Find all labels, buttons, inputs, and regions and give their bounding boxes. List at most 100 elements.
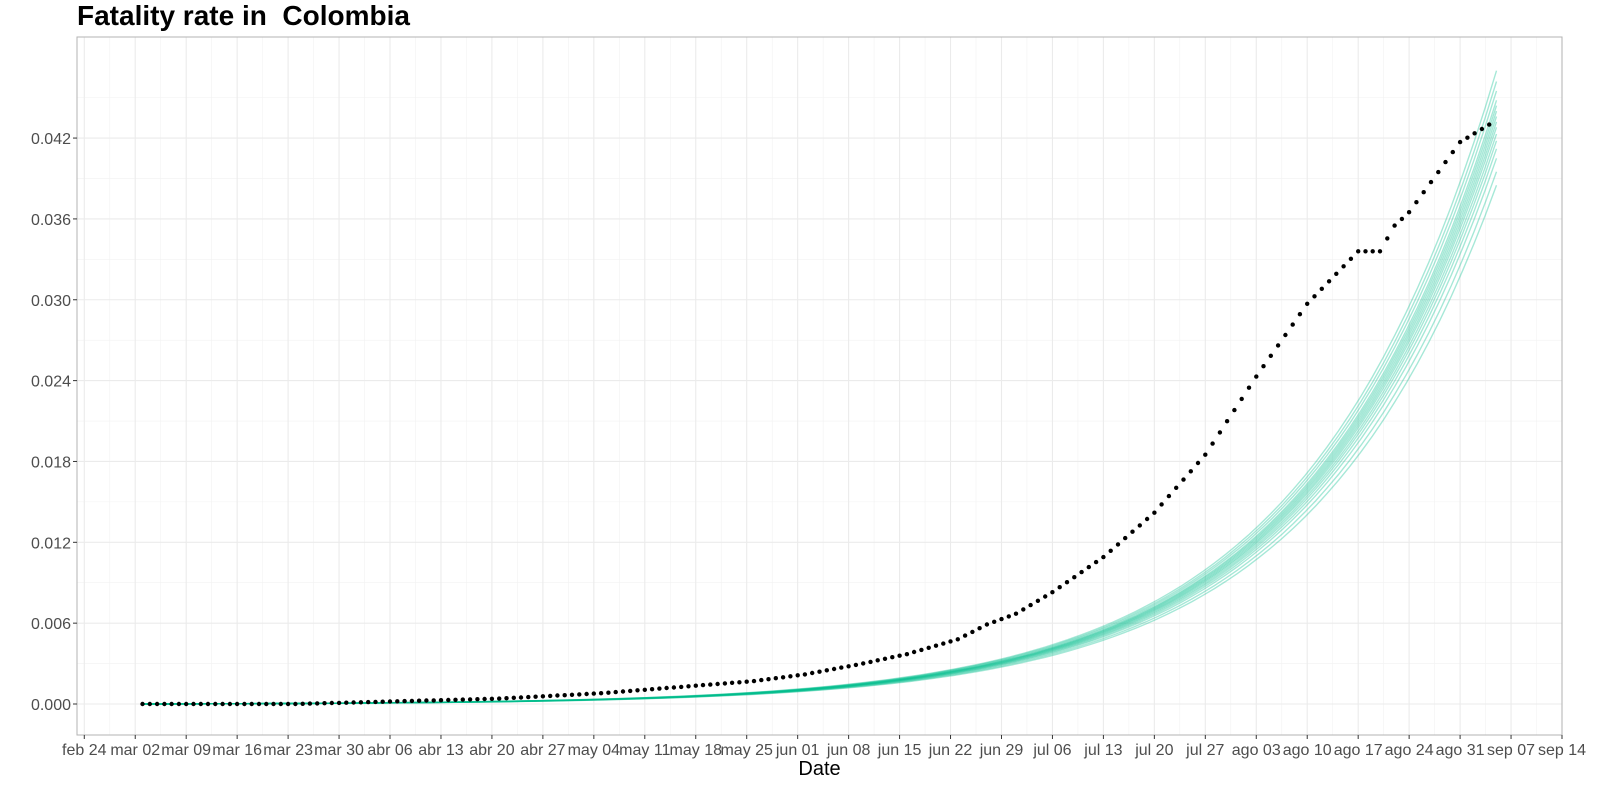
simulation-line	[142, 121, 1498, 705]
data-point	[424, 698, 429, 703]
data-point	[984, 622, 990, 627]
simulation-line	[142, 105, 1498, 705]
data-point	[926, 645, 931, 650]
data-point	[373, 699, 378, 705]
data-point	[249, 701, 254, 707]
data-point	[1290, 322, 1295, 327]
data-point	[526, 694, 531, 700]
data-point	[577, 692, 582, 697]
data-point	[1261, 364, 1266, 369]
data-point	[562, 693, 567, 698]
data-point	[409, 698, 415, 704]
simulation-line	[142, 171, 1498, 705]
simulation-line	[142, 81, 1498, 705]
data-point	[169, 701, 174, 707]
x-tick-label: sep 14	[1538, 742, 1586, 759]
simulation-line	[142, 140, 1498, 705]
data-point	[1334, 271, 1339, 276]
data-point	[1326, 279, 1332, 284]
data-point	[802, 672, 808, 677]
y-tick-label: 0.018	[31, 454, 71, 471]
data-point	[1457, 139, 1463, 145]
data-point	[729, 680, 735, 685]
data-point	[700, 682, 706, 688]
data-point	[817, 669, 822, 674]
data-point	[1013, 611, 1019, 616]
data-point	[540, 694, 546, 699]
data-point	[1079, 569, 1084, 575]
data-point	[191, 701, 196, 707]
data-point	[824, 668, 829, 673]
data-point	[671, 685, 677, 690]
x-tick-label: abr 13	[418, 742, 463, 759]
data-point	[766, 677, 771, 682]
data-point	[1363, 249, 1368, 254]
x-tick-label: feb 24	[62, 742, 107, 759]
x-tick-label: jun 29	[979, 742, 1024, 759]
data-point	[598, 691, 604, 696]
data-point	[810, 670, 815, 676]
data-point	[242, 701, 247, 707]
data-point	[584, 691, 589, 697]
data-point	[788, 674, 793, 679]
x-tick-label: ago 17	[1334, 742, 1383, 759]
data-point	[511, 695, 516, 700]
data-point	[1421, 190, 1426, 195]
data-point	[657, 686, 662, 691]
data-point	[344, 700, 349, 705]
data-point	[861, 661, 866, 666]
data-point	[1406, 210, 1412, 215]
data-point	[1399, 216, 1405, 222]
data-point	[1210, 441, 1215, 446]
data-point	[948, 639, 953, 644]
data-point	[1414, 200, 1419, 205]
data-point	[911, 649, 917, 655]
data-point	[744, 679, 749, 684]
y-tick-label: 0.006	[31, 616, 71, 633]
grid	[77, 37, 1563, 735]
x-tick-label: mar 09	[161, 742, 211, 759]
data-point	[1370, 249, 1375, 254]
simulation-line	[142, 110, 1498, 705]
simulation-line	[142, 90, 1498, 705]
data-point	[1312, 294, 1317, 299]
data-point	[882, 656, 888, 661]
data-point	[977, 626, 982, 631]
data-point	[213, 701, 218, 707]
x-tick-label: jun 08	[826, 742, 871, 759]
data-point	[285, 701, 291, 707]
data-point	[475, 697, 480, 702]
y-tick-label: 0.036	[31, 212, 71, 229]
x-tick-label: jul 27	[1185, 742, 1224, 759]
data-point	[649, 687, 655, 692]
y-tick-label: 0.030	[31, 293, 71, 310]
data-point	[140, 701, 145, 707]
data-point	[1224, 419, 1230, 424]
data-point	[1297, 312, 1303, 317]
data-point	[1283, 332, 1288, 338]
data-point	[1268, 353, 1274, 358]
data-point	[446, 697, 451, 703]
data-point	[1203, 452, 1208, 457]
data-point	[1319, 286, 1325, 291]
data-point	[293, 701, 298, 707]
data-point	[904, 652, 910, 657]
data-point	[1072, 575, 1077, 580]
data-point	[315, 701, 320, 706]
data-point	[1348, 256, 1354, 261]
data-point	[962, 633, 968, 638]
observed-points	[140, 122, 1492, 707]
data-point	[329, 700, 334, 706]
x-tick-label: ago 24	[1385, 742, 1434, 759]
data-point	[154, 701, 160, 707]
axes: feb 24 mar 02 mar 09 mar 16 mar 23 mar 30 abr …	[31, 131, 1586, 759]
data-point	[1254, 374, 1259, 379]
data-point	[1450, 149, 1456, 155]
data-point	[693, 683, 698, 688]
data-point	[1021, 607, 1026, 612]
data-point	[780, 675, 786, 680]
data-point	[1341, 264, 1346, 269]
x-tick-label: may 25	[720, 742, 773, 759]
simulation-line	[142, 148, 1498, 705]
data-point	[1050, 590, 1055, 595]
